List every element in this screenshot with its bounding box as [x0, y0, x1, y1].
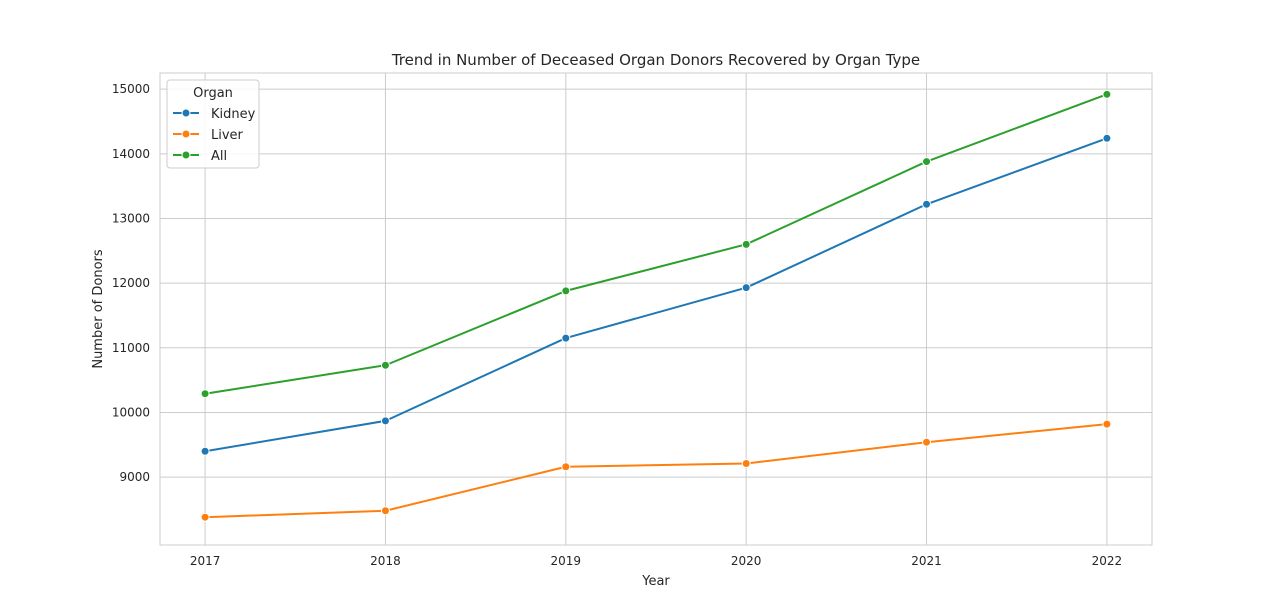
- plot-area-frame: [159, 72, 1153, 546]
- series-line: [204, 93, 1108, 395]
- legend-title: Organ: [193, 86, 233, 101]
- x-tick-label: 2022: [1092, 554, 1123, 568]
- x-tick-label: 2019: [551, 554, 582, 568]
- legend-item-all: All: [173, 149, 227, 164]
- data-point: [200, 512, 210, 522]
- legend-swatch-marker: [181, 108, 191, 118]
- y-tick-label: 15000: [112, 82, 150, 96]
- y-tick-label: 11000: [112, 341, 150, 355]
- data-point: [1102, 419, 1112, 429]
- data-point: [922, 157, 932, 167]
- y-tick-label: 13000: [112, 211, 150, 225]
- chart-title: Trend in Number of Deceased Organ Donors…: [391, 51, 920, 69]
- legend-item-liver: Liver: [173, 128, 244, 143]
- legend-swatch-marker: [181, 150, 191, 160]
- data-point: [1102, 89, 1112, 99]
- data-point: [380, 506, 390, 516]
- series-layer: [200, 89, 1112, 522]
- data-point: [922, 199, 932, 209]
- series-liver: [200, 419, 1112, 522]
- x-tick-label: 2020: [731, 554, 762, 568]
- data-point: [380, 416, 390, 426]
- legend-label: Kidney: [211, 107, 256, 122]
- y-tick-label: 10000: [112, 405, 150, 419]
- data-point: [200, 446, 210, 456]
- y-tick-label: 12000: [112, 276, 150, 290]
- legend: Organ Kidney Liver All: [166, 79, 260, 169]
- data-point: [741, 459, 751, 469]
- y-tick-label: 9000: [119, 470, 150, 484]
- series-all: [200, 89, 1112, 399]
- x-axis-label: Year: [641, 574, 670, 589]
- legend-label: Liver: [211, 128, 244, 143]
- data-point: [561, 333, 571, 343]
- y-axis-label: Number of Donors: [91, 249, 106, 369]
- data-point: [561, 286, 571, 296]
- legend-swatch-marker: [181, 129, 191, 139]
- data-point: [1102, 133, 1112, 143]
- legend-box: [166, 79, 260, 169]
- data-point: [741, 239, 751, 249]
- data-point: [200, 389, 210, 399]
- legend-label: All: [211, 149, 227, 164]
- x-tick-label: 2021: [911, 554, 942, 568]
- series-line: [205, 423, 1108, 519]
- y-axis-ticks: 9000 10000 11000 12000 13000 14000 15000: [112, 82, 150, 484]
- series-line: [204, 137, 1108, 453]
- gridlines: [160, 73, 1152, 545]
- x-tick-label: 2018: [370, 554, 401, 568]
- series-kidney: [200, 133, 1112, 456]
- y-tick-label: 14000: [112, 147, 150, 161]
- legend-item-kidney: Kidney: [173, 107, 256, 122]
- data-point: [922, 437, 932, 447]
- data-point: [380, 360, 390, 370]
- x-tick-label: 2017: [190, 554, 221, 568]
- data-point: [561, 462, 571, 472]
- data-point: [741, 283, 751, 293]
- x-axis-ticks: 2017 2018 2019 2020 2021 2022: [190, 554, 1122, 568]
